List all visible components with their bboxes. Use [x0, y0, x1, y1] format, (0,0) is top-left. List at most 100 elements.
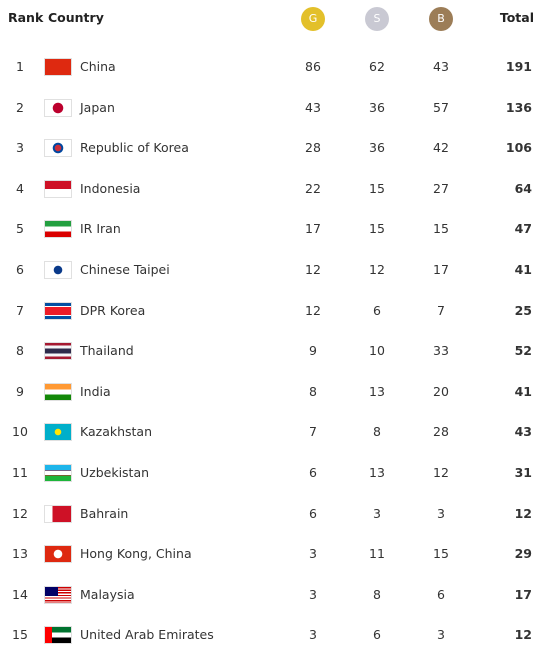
total: 41	[514, 262, 532, 277]
gold: 6	[309, 465, 317, 480]
gold: 3	[309, 627, 317, 643]
header-gold: G	[301, 7, 325, 31]
country: Uzbekistan	[80, 465, 150, 480]
gold: 7	[309, 424, 317, 440]
country: United Arab Emirates	[80, 627, 214, 643]
flag	[44, 139, 72, 158]
country: Thailand	[80, 343, 134, 359]
flag	[44, 342, 72, 361]
gold: 43	[305, 99, 321, 115]
rank: 7	[16, 302, 24, 318]
rank: 13	[12, 546, 28, 562]
bronze: 17	[433, 262, 449, 277]
rank: 15	[12, 627, 28, 643]
flag	[44, 179, 72, 198]
total: 64	[514, 180, 532, 196]
rank: 3	[16, 140, 24, 156]
flag	[44, 301, 72, 320]
flag	[44, 382, 72, 401]
country: Chinese Taipei	[80, 262, 170, 277]
gold: 17	[305, 221, 321, 237]
country: DPR Korea	[80, 302, 146, 318]
rank: 12	[12, 505, 28, 521]
bronze: 27	[433, 180, 449, 196]
header-total: Total	[499, 10, 534, 25]
rank: 5	[16, 221, 24, 237]
header-bronze: B	[429, 7, 453, 31]
country: Japan	[80, 99, 115, 115]
rank: 4	[16, 180, 24, 196]
rank: 11	[12, 465, 28, 480]
silver: 6	[373, 627, 381, 643]
country: Malaysia	[80, 586, 135, 602]
country: China	[80, 59, 116, 74]
total: 106	[505, 140, 532, 156]
country: IR Iran	[80, 221, 121, 237]
gold: 8	[309, 383, 317, 399]
silver: 8	[373, 586, 381, 602]
total: 12	[514, 627, 532, 643]
silver: 13	[369, 383, 385, 399]
flag	[44, 98, 72, 117]
bronze: 6	[437, 586, 445, 602]
total: 12	[514, 505, 532, 521]
rank: 14	[12, 586, 28, 602]
bronze: 15	[433, 546, 449, 562]
bronze: 42	[433, 140, 449, 156]
header-rank: Rank	[8, 10, 44, 25]
total: 43	[514, 424, 532, 440]
flag	[44, 261, 72, 279]
country: Hong Kong, China	[80, 546, 192, 562]
bronze: 28	[433, 424, 449, 440]
silver: 15	[369, 180, 385, 196]
gold: 9	[309, 343, 317, 359]
gold: 6	[309, 505, 317, 521]
total: 41	[514, 383, 532, 399]
header-silver: S	[365, 7, 389, 31]
total: 31	[514, 465, 532, 480]
silver: 13	[369, 465, 385, 480]
silver: 10	[369, 343, 385, 359]
gold: 3	[309, 586, 317, 602]
bronze: 12	[433, 465, 449, 480]
silver: 8	[373, 424, 381, 440]
bronze: 15	[433, 221, 449, 237]
total: 25	[514, 302, 532, 318]
country: Indonesia	[80, 180, 141, 196]
silver: 62	[369, 59, 385, 74]
rank: 9	[16, 383, 24, 399]
gold: 12	[305, 262, 321, 277]
rank: 1	[16, 59, 24, 74]
flag	[44, 464, 72, 482]
flag	[44, 626, 72, 645]
silver: 12	[369, 262, 385, 277]
silver: 6	[373, 302, 381, 318]
gold: 12	[305, 302, 321, 318]
rank: 2	[16, 99, 24, 115]
bronze: 43	[433, 59, 449, 74]
flag	[44, 545, 72, 564]
gold: 86	[305, 59, 321, 74]
gold: 28	[305, 140, 321, 156]
flag	[44, 220, 72, 239]
bronze: 3	[437, 505, 445, 521]
header-country: Country	[48, 10, 104, 25]
rank: 10	[12, 424, 28, 440]
bronze: 3	[437, 627, 445, 643]
bronze: 57	[433, 99, 449, 115]
flag	[44, 58, 72, 76]
bronze: 7	[437, 302, 445, 318]
country: India	[80, 383, 111, 399]
total: 191	[505, 59, 532, 74]
bronze: 33	[433, 343, 449, 359]
gold: 22	[305, 180, 321, 196]
silver: 36	[369, 140, 385, 156]
rank: 8	[16, 343, 24, 359]
flag	[44, 423, 72, 442]
total: 52	[514, 343, 532, 359]
total: 17	[514, 586, 532, 602]
country: Republic of Korea	[80, 140, 189, 156]
total: 136	[505, 99, 532, 115]
silver: 11	[369, 546, 385, 562]
